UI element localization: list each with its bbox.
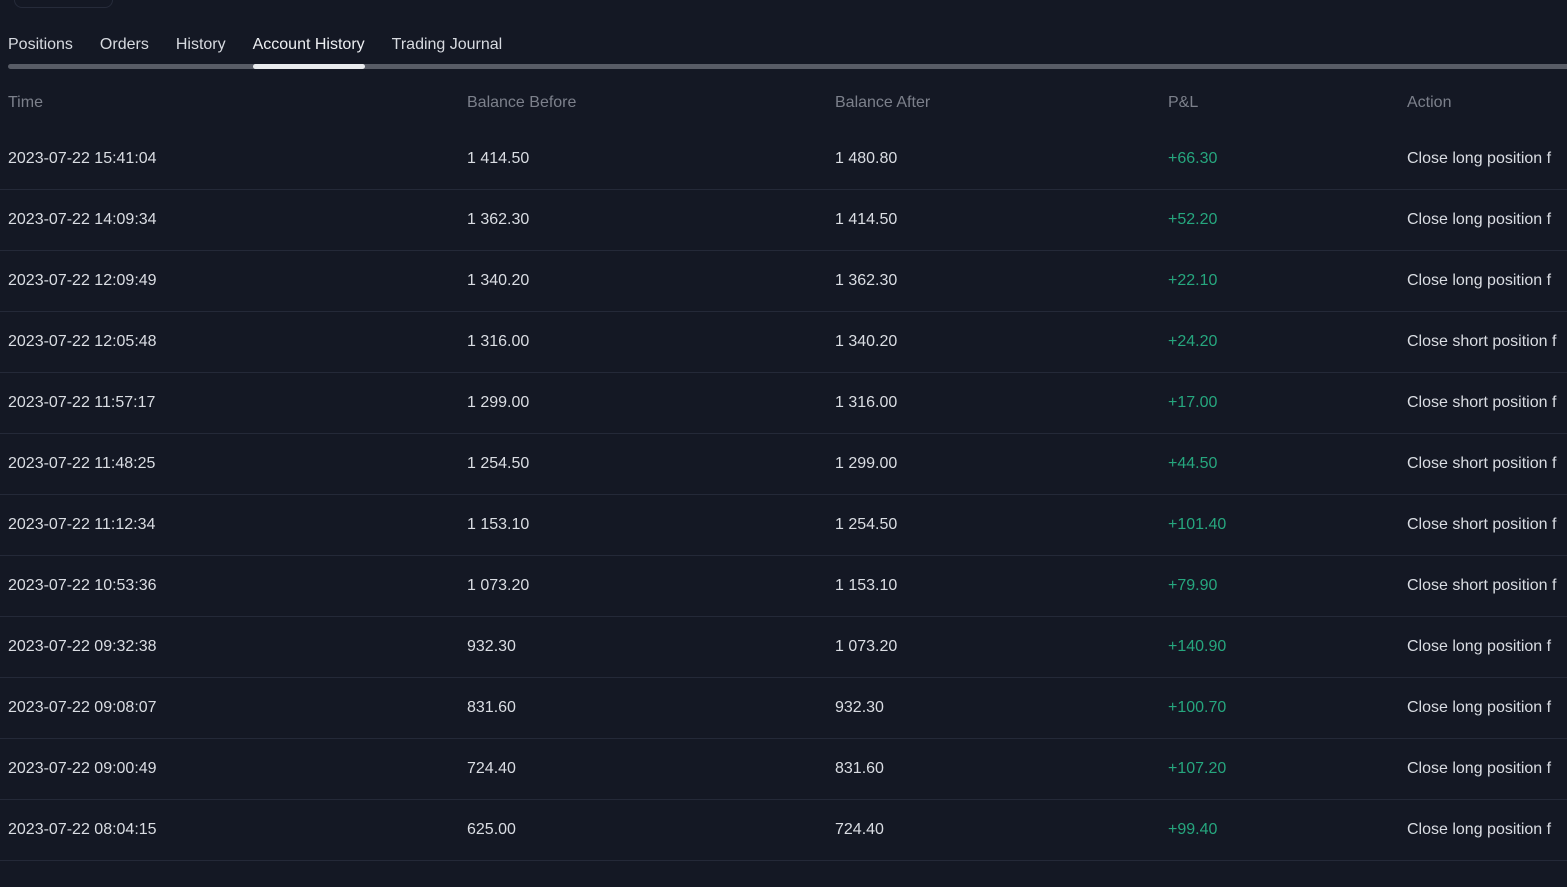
balance-after-cell: 1 073.20 (835, 638, 898, 655)
table-row: 2023-07-22 12:05:48 1 316.00 1 340.20 +2… (0, 312, 1567, 373)
tab-label: Account History (252, 36, 365, 53)
pnl-cell: +24.20 (1168, 333, 1218, 350)
table-row: 2023-07-22 15:41:04 1 414.50 1 480.80 +6… (0, 129, 1567, 190)
tab-positions[interactable]: Positions (8, 36, 73, 69)
tabs-bar: Positions Orders History Account History Tra… (0, 0, 1567, 69)
time-cell: 2023-07-22 10:53:36 (8, 577, 157, 594)
balance-before-cell: 625.00 (467, 821, 516, 838)
tab-label: Positions (8, 36, 73, 53)
table-row: 2023-07-22 10:53:36 1 073.20 1 153.10 +7… (0, 556, 1567, 617)
balance-after-cell: 1 153.10 (835, 577, 898, 594)
action-cell: Close long position f (1407, 211, 1552, 228)
pnl-cell: +101.40 (1168, 516, 1227, 533)
balance-before-cell: 1 340.20 (467, 272, 530, 289)
tab-trading-journal[interactable]: Trading Journal (392, 36, 503, 69)
account-history-table: Time Balance Before Balance After P&L Ac… (0, 69, 1567, 861)
pnl-cell: +107.20 (1168, 760, 1227, 777)
balance-after-cell: 1 480.80 (835, 150, 898, 167)
action-cell: Close short position f (1407, 394, 1557, 411)
time-cell: 2023-07-22 11:48:25 (8, 455, 156, 472)
time-cell: 2023-07-22 11:12:34 (8, 516, 156, 533)
time-cell: 2023-07-22 12:09:49 (8, 272, 157, 289)
column-header-time: Time (8, 94, 43, 111)
balance-before-cell: 932.30 (467, 638, 516, 655)
balance-before-cell: 1 299.00 (467, 394, 530, 411)
balance-after-cell: 1 299.00 (835, 455, 898, 472)
action-cell: Close long position f (1407, 272, 1552, 289)
pnl-cell: +52.20 (1168, 211, 1218, 228)
pnl-cell: +140.90 (1168, 638, 1227, 655)
table-row: 2023-07-22 08:04:15 625.00 724.40 +99.40… (0, 800, 1567, 861)
tabs-underline-track (8, 64, 1567, 69)
tab-history[interactable]: History (176, 36, 226, 69)
balance-before-cell: 1 316.00 (467, 333, 530, 350)
action-cell: Close long position f (1407, 638, 1552, 655)
action-cell: Close short position f (1407, 516, 1557, 533)
table-row: 2023-07-22 09:08:07 831.60 932.30 +100.7… (0, 678, 1567, 739)
pnl-cell: +99.40 (1168, 821, 1218, 838)
table-row: 2023-07-22 12:09:49 1 340.20 1 362.30 +2… (0, 251, 1567, 312)
balance-after-cell: 1 316.00 (835, 394, 898, 411)
balance-before-cell: 724.40 (467, 760, 516, 777)
balance-after-cell: 724.40 (835, 821, 884, 838)
balance-after-cell: 1 340.20 (835, 333, 898, 350)
active-tab-indicator (252, 64, 365, 69)
time-cell: 2023-07-22 09:32:38 (8, 638, 157, 655)
balance-after-cell: 1 254.50 (835, 516, 898, 533)
table-row: 2023-07-22 11:12:34 1 153.10 1 254.50 +1… (0, 495, 1567, 556)
time-cell: 2023-07-22 15:41:04 (8, 150, 157, 167)
pnl-cell: +100.70 (1168, 699, 1227, 716)
action-cell: Close long position f (1407, 150, 1552, 167)
balance-after-cell: 1 414.50 (835, 211, 898, 228)
balance-before-cell: 831.60 (467, 699, 516, 716)
table-row: 2023-07-22 09:00:49 724.40 831.60 +107.2… (0, 739, 1567, 800)
action-cell: Close short position f (1407, 577, 1557, 594)
balance-after-cell: 1 362.30 (835, 272, 898, 289)
tab-label: Orders (99, 36, 149, 53)
pnl-cell: +66.30 (1168, 150, 1218, 167)
tab-orders[interactable]: Orders (100, 36, 149, 69)
pnl-cell: +79.90 (1168, 577, 1218, 594)
column-header-balance-after: Balance After (835, 94, 931, 111)
action-cell: Close long position f (1407, 699, 1552, 716)
balance-before-cell: 1 073.20 (467, 577, 530, 594)
table-row: 2023-07-22 11:48:25 1 254.50 1 299.00 +4… (0, 434, 1567, 495)
table-header-row: Time Balance Before Balance After P&L Ac… (0, 69, 1567, 129)
time-cell: 2023-07-22 09:00:49 (8, 760, 157, 777)
time-cell: 2023-07-22 08:04:15 (8, 821, 157, 838)
table-row: 2023-07-22 11:57:17 1 299.00 1 316.00 +1… (0, 373, 1567, 434)
table-row: 2023-07-22 14:09:34 1 362.30 1 414.50 +5… (0, 190, 1567, 251)
balance-after-cell: 932.30 (835, 699, 884, 716)
pnl-cell: +22.10 (1168, 272, 1218, 289)
pnl-cell: +17.00 (1168, 394, 1218, 411)
column-header-action: Action (1407, 94, 1452, 111)
table-row: 2023-07-22 09:32:38 932.30 1 073.20 +140… (0, 617, 1567, 678)
balance-before-cell: 1 254.50 (467, 455, 530, 472)
time-cell: 2023-07-22 14:09:34 (8, 211, 157, 228)
time-cell: 2023-07-22 09:08:07 (8, 699, 157, 716)
balance-before-cell: 1 362.30 (467, 211, 530, 228)
tab-account-history[interactable]: Account History (252, 36, 365, 69)
action-cell: Close short position f (1407, 455, 1557, 472)
balance-before-cell: 1 153.10 (467, 516, 530, 533)
tab-label: Trading Journal (391, 36, 503, 53)
action-cell: Close long position f (1407, 821, 1552, 838)
balance-before-cell: 1 414.50 (467, 150, 530, 167)
time-cell: 2023-07-22 12:05:48 (8, 333, 157, 350)
action-cell: Close short position f (1407, 333, 1557, 350)
action-cell: Close long position f (1407, 760, 1552, 777)
column-header-balance-before: Balance Before (467, 94, 577, 111)
table-body: 2023-07-22 15:41:04 1 414.50 1 480.80 +6… (0, 129, 1567, 861)
column-header-pnl: P&L (1168, 94, 1199, 111)
balance-after-cell: 831.60 (835, 760, 884, 777)
time-cell: 2023-07-22 11:57:17 (8, 394, 156, 411)
tab-label: History (175, 36, 226, 53)
pnl-cell: +44.50 (1168, 455, 1218, 472)
